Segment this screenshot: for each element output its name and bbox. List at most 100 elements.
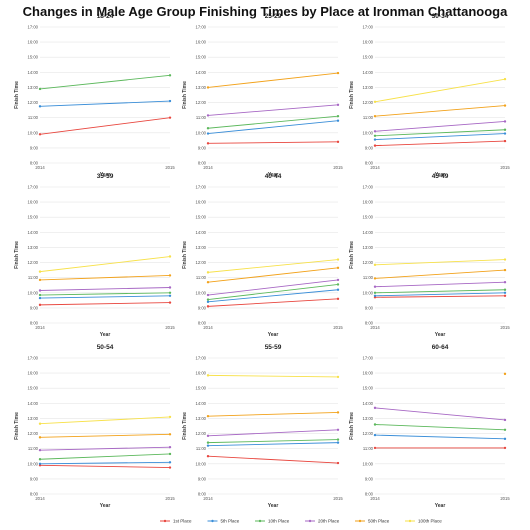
y-tick-label: 13:00 <box>28 416 39 421</box>
y-tick-label: 14:00 <box>196 70 207 75</box>
data-point <box>336 297 340 301</box>
data-point <box>206 271 210 274</box>
data-point <box>336 375 340 379</box>
series-line-50th-place <box>39 433 171 438</box>
series-line-1st-place <box>207 298 339 307</box>
y-tick-label: 8:00 <box>365 321 374 326</box>
y-tick-label: 9:00 <box>198 476 207 481</box>
y-tick-label: 12:00 <box>196 431 207 436</box>
series-line-10th-place <box>39 453 171 460</box>
data-point <box>206 86 210 89</box>
data-point <box>206 434 210 438</box>
legend: 1st Place 5th Place 10th Place 20th Place 50… <box>160 519 442 524</box>
y-tick-label: 9:00 <box>198 145 207 150</box>
data-point <box>336 258 340 261</box>
data-point <box>336 411 340 414</box>
data-point <box>503 428 507 431</box>
data-point <box>373 144 377 147</box>
y-tick-label: 9:00 <box>30 476 39 481</box>
x-axis-label: Year <box>100 332 111 338</box>
y-tick-label: 12:00 <box>28 260 39 265</box>
data-point <box>336 288 340 291</box>
series-line-20th-place <box>39 446 171 451</box>
data-point <box>336 283 340 286</box>
y-axis-label: Finish Time <box>349 81 355 109</box>
x-tick-label: 2014 <box>35 496 45 501</box>
series-line-10th-place <box>39 74 171 90</box>
y-tick-label: 15:00 <box>363 55 374 60</box>
y-tick-label: 17:00 <box>28 356 39 361</box>
data-point <box>168 74 172 77</box>
panel-title: 55-59 <box>265 344 282 351</box>
series-line-50th-place <box>374 105 506 117</box>
y-tick-label: 15:00 <box>196 215 207 220</box>
y-tick-label: 12:00 <box>28 100 39 105</box>
x-tick-label: 2014 <box>203 325 213 330</box>
y-tick-label: 17:00 <box>196 25 207 30</box>
data-point <box>373 114 377 118</box>
y-tick-label: 8:00 <box>198 161 207 166</box>
panel-60-64: 60-64 8:00 9:00 10:00 11:00 12:00 13:00 14:00 15… <box>349 344 510 509</box>
data-point <box>168 301 172 304</box>
y-tick-label: 15:00 <box>28 386 39 391</box>
y-tick-label: 10:00 <box>196 130 207 135</box>
y-tick-label: 12:00 <box>28 431 39 436</box>
y-tick-label: 16:00 <box>196 200 207 205</box>
x-axis-label: Year <box>435 503 446 509</box>
y-tick-label: 15:00 <box>28 55 39 60</box>
series-line-100th-place <box>39 416 171 425</box>
y-tick-label: 14:00 <box>363 401 374 406</box>
y-tick-label: 13:00 <box>28 245 39 250</box>
panel-40-44: 40-44 8:00 9:00 10:00 11:00 12:00 13:00 14:00 15… <box>182 173 343 338</box>
x-tick-label: 2015 <box>165 325 175 330</box>
y-tick-label: 16:00 <box>28 200 39 205</box>
y-tick-label: 13:00 <box>196 245 207 250</box>
x-axis-label: Year <box>435 332 446 338</box>
panel-title: 18-24 <box>97 13 114 20</box>
panel-55-59: 55-59 8:00 9:00 10:00 11:00 12:00 13:00 14:00 15… <box>182 344 343 509</box>
series-line-50th-place <box>39 274 171 281</box>
y-tick-label: 14:00 <box>28 401 39 406</box>
legend-label: 100th Place <box>418 519 442 524</box>
data-point <box>373 291 377 294</box>
series-line-100th-place <box>39 256 171 273</box>
data-point <box>206 127 210 130</box>
legend-label: 10th Place <box>268 519 290 524</box>
data-point <box>206 444 210 447</box>
data-point <box>503 437 507 441</box>
data-point <box>206 455 210 458</box>
panel-18-24: 18-24 8:00 9:00 10:00 11:00 12:00 13:00 14:00 15… <box>14 13 175 178</box>
y-tick-label: 14:00 <box>363 230 374 235</box>
series-line-50th-place <box>207 411 339 417</box>
data-point <box>38 289 42 292</box>
y-tick-label: 11:00 <box>196 446 207 451</box>
chart-main-title: Changes in Male Age Group Finishing Time… <box>22 4 508 19</box>
series-line-10th-place <box>39 292 171 296</box>
data-point <box>168 445 172 449</box>
data-point <box>336 428 340 431</box>
data-point <box>206 298 210 301</box>
data-point <box>38 448 42 452</box>
y-tick-label: 10:00 <box>363 130 374 135</box>
series-line-5th-place <box>207 120 339 134</box>
y-tick-label: 10:00 <box>363 461 374 466</box>
data-point <box>373 100 377 104</box>
series-line-50th-place <box>374 269 506 279</box>
data-point <box>336 71 340 75</box>
series-line-10th-place <box>374 129 506 137</box>
y-tick-label: 8:00 <box>30 321 39 326</box>
x-tick-label: 2014 <box>203 165 213 170</box>
y-tick-label: 9:00 <box>365 476 374 481</box>
data-point <box>503 104 507 107</box>
y-tick-label: 16:00 <box>28 371 39 376</box>
x-axis-label: Year <box>268 332 279 338</box>
y-axis-label: Finish Time <box>182 241 188 269</box>
series-line-5th-place <box>39 295 171 299</box>
y-tick-label: 11:00 <box>196 115 207 120</box>
legend-marker <box>358 519 362 523</box>
y-tick-label: 17:00 <box>196 356 207 361</box>
y-tick-label: 9:00 <box>198 305 207 310</box>
y-tick-label: 10:00 <box>363 290 374 295</box>
series-line-20th-place <box>39 287 171 291</box>
y-tick-label: 14:00 <box>363 70 374 75</box>
